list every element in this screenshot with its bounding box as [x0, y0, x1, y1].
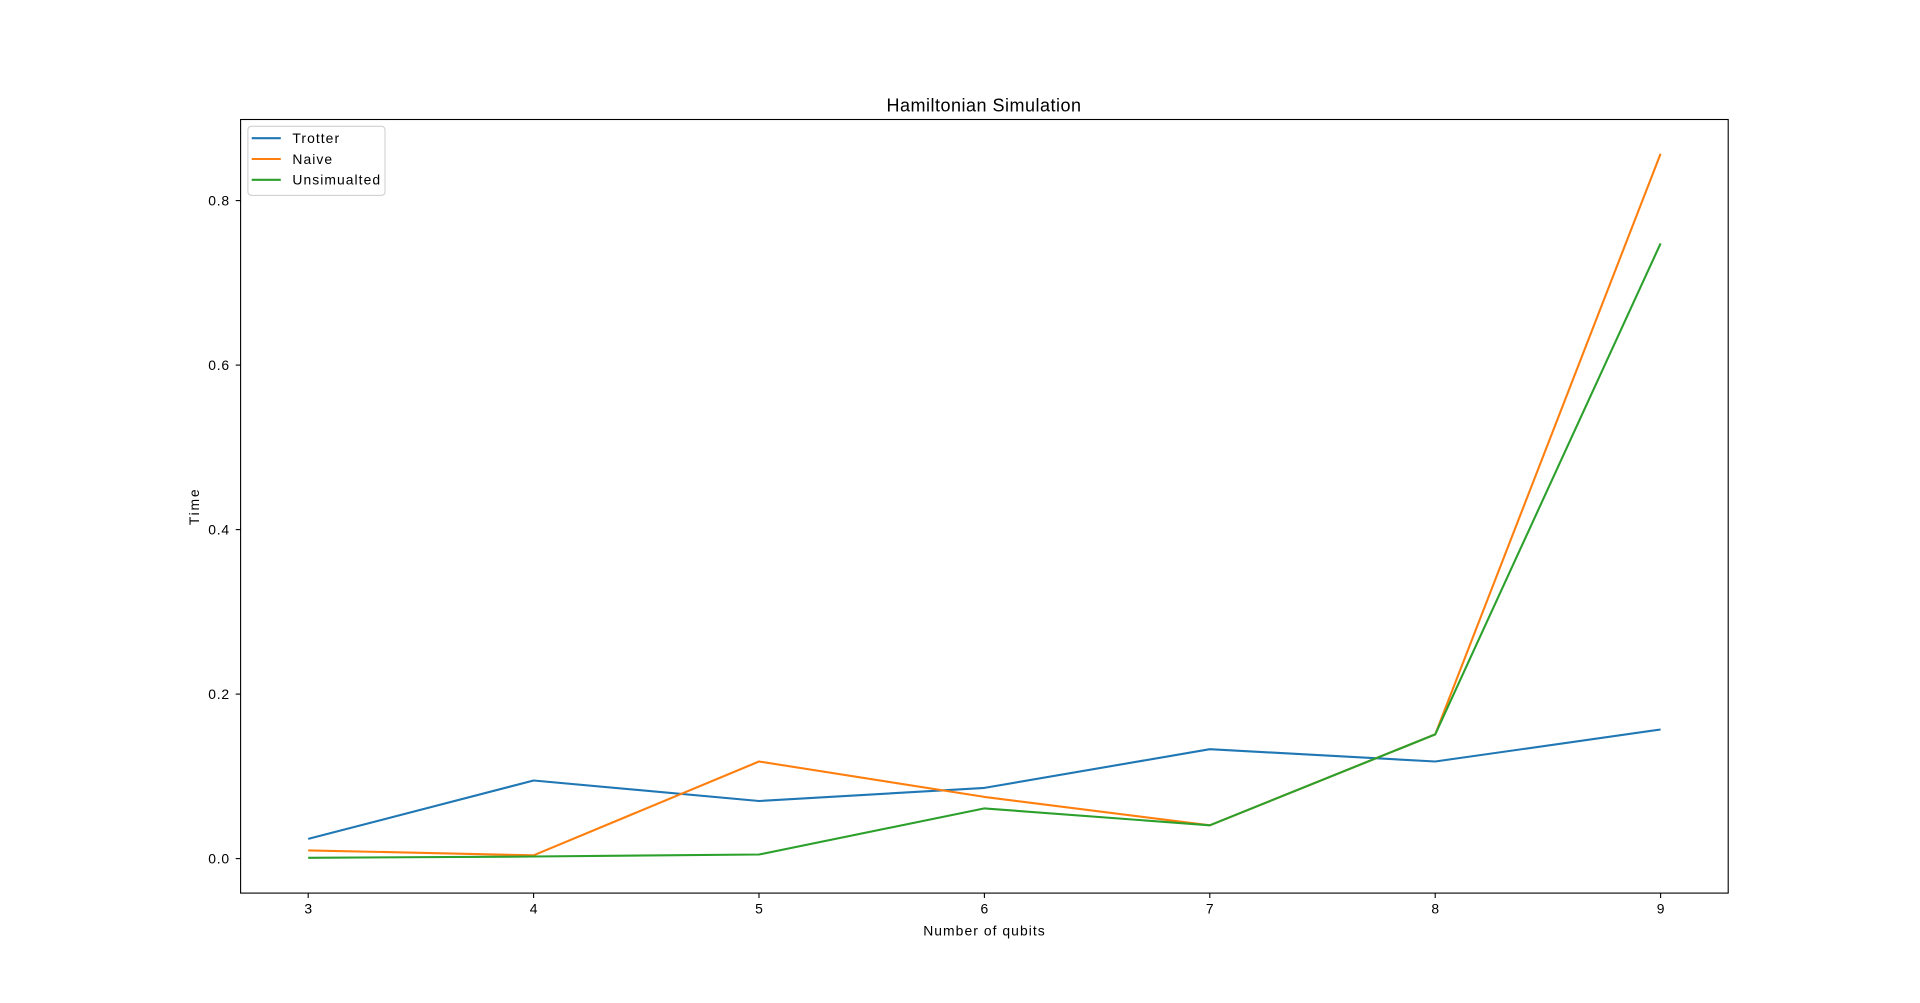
svg-text:0.0: 0.0 [208, 851, 230, 867]
svg-text:Number of qubits: Number of qubits [923, 922, 1046, 938]
svg-text:0.2: 0.2 [208, 686, 230, 702]
svg-text:5: 5 [755, 901, 763, 917]
svg-text:Hamiltonian Simulation: Hamiltonian Simulation [886, 96, 1081, 116]
svg-text:Time: Time [186, 488, 202, 526]
svg-text:7: 7 [1206, 901, 1214, 917]
svg-text:6: 6 [981, 901, 989, 917]
svg-text:0.6: 0.6 [208, 357, 230, 373]
svg-text:Naive: Naive [292, 151, 333, 167]
svg-text:Trotter: Trotter [292, 130, 340, 146]
svg-text:4: 4 [530, 901, 538, 917]
svg-text:Unsimualted: Unsimualted [292, 172, 381, 188]
svg-text:0.8: 0.8 [208, 193, 230, 209]
svg-text:9: 9 [1657, 901, 1665, 917]
svg-text:0.4: 0.4 [208, 522, 230, 538]
svg-text:3: 3 [304, 901, 312, 917]
svg-text:8: 8 [1431, 901, 1439, 917]
